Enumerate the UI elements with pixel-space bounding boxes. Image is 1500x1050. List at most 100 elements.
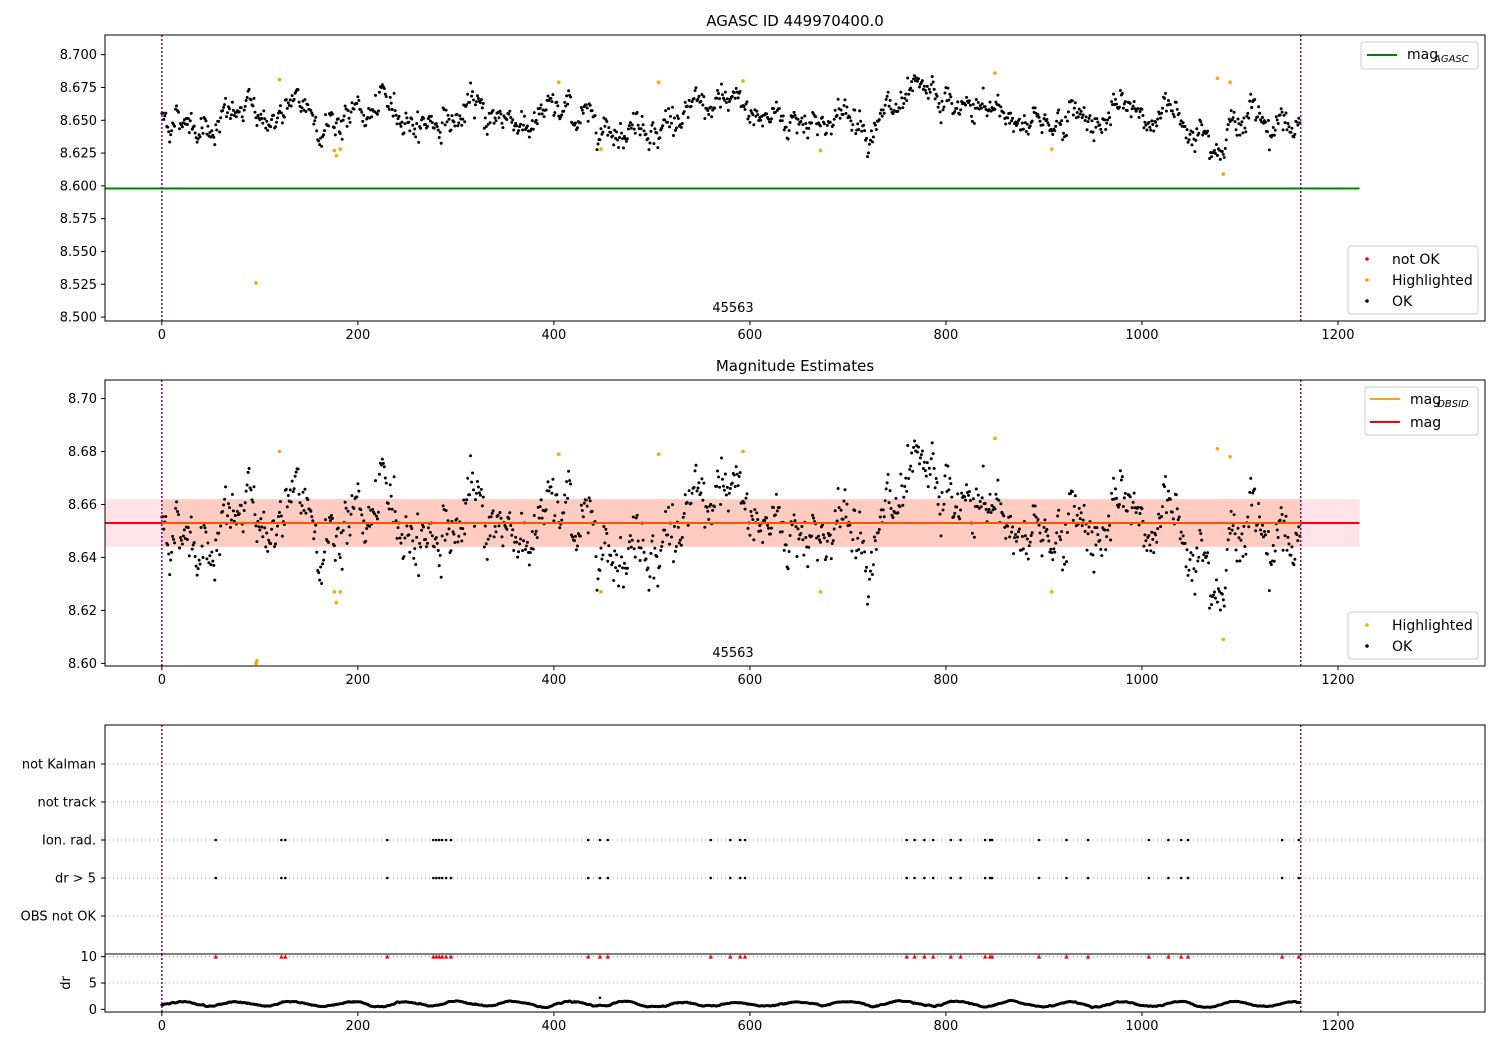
ok-point bbox=[675, 114, 679, 118]
ok-point bbox=[722, 98, 726, 102]
flag-point bbox=[1147, 876, 1151, 880]
y-tick-label: 8.500 bbox=[60, 311, 97, 326]
y-tick-label: 8.700 bbox=[60, 48, 97, 63]
ok-point bbox=[409, 524, 413, 528]
ok-point bbox=[569, 95, 573, 99]
ok-point bbox=[736, 484, 740, 488]
ok-point bbox=[983, 502, 987, 506]
ok-point bbox=[376, 109, 380, 113]
ok-point bbox=[1071, 113, 1075, 117]
ok-point bbox=[1120, 91, 1124, 95]
ok-point bbox=[207, 561, 211, 565]
ok-point bbox=[1065, 119, 1069, 123]
ok-point bbox=[872, 535, 876, 539]
ok-point bbox=[578, 121, 582, 125]
ok-point bbox=[942, 105, 946, 109]
ok-point bbox=[172, 537, 176, 541]
ok-point bbox=[925, 84, 929, 88]
x-tick-label: 200 bbox=[345, 1019, 370, 1034]
ok-point bbox=[1150, 119, 1154, 123]
ok-point bbox=[891, 112, 895, 116]
flag-point bbox=[1065, 876, 1068, 880]
ok-point bbox=[340, 567, 344, 571]
flag-point bbox=[1086, 876, 1090, 880]
ok-point bbox=[340, 137, 344, 141]
ok-point bbox=[787, 128, 791, 132]
ok-point bbox=[1244, 552, 1248, 556]
x-tick-label: 1000 bbox=[1125, 328, 1158, 343]
ok-point bbox=[1257, 105, 1261, 109]
ok-point bbox=[444, 509, 448, 513]
ok-point bbox=[200, 126, 204, 130]
ok-point bbox=[793, 519, 797, 523]
ok-point bbox=[1094, 543, 1098, 547]
ok-point bbox=[956, 100, 960, 104]
ok-point bbox=[1155, 540, 1159, 544]
ok-point bbox=[219, 116, 223, 120]
ok-point bbox=[1130, 107, 1134, 111]
ok-point bbox=[1293, 557, 1297, 561]
ok-point bbox=[270, 117, 274, 121]
ok-point bbox=[215, 128, 219, 132]
ok-point bbox=[899, 472, 903, 476]
y-tick-label: 8.550 bbox=[60, 245, 97, 260]
ok-point bbox=[291, 490, 295, 494]
ok-point bbox=[647, 588, 651, 592]
ok-point bbox=[619, 121, 623, 125]
ok-point bbox=[1091, 130, 1095, 134]
ok-point bbox=[411, 539, 415, 543]
ok-point bbox=[699, 491, 703, 495]
ok-point bbox=[683, 100, 687, 104]
ok-point bbox=[355, 101, 359, 105]
ok-point bbox=[498, 510, 502, 514]
ok-point bbox=[1037, 523, 1041, 527]
ok-point bbox=[484, 542, 488, 546]
ok-point bbox=[1241, 131, 1245, 135]
ok-point bbox=[1125, 509, 1129, 513]
ok-point bbox=[315, 129, 319, 133]
ok-point bbox=[722, 488, 726, 492]
ok-point bbox=[916, 77, 920, 81]
flag-point bbox=[1179, 838, 1183, 842]
ok-point bbox=[644, 557, 648, 561]
ok-point bbox=[697, 481, 701, 485]
ok-point bbox=[1020, 121, 1024, 125]
ok-point bbox=[360, 110, 364, 114]
ok-point bbox=[669, 114, 673, 118]
ok-point bbox=[633, 131, 637, 135]
ok-point bbox=[924, 474, 928, 478]
ok-point bbox=[193, 131, 197, 135]
ok-point bbox=[1116, 505, 1120, 509]
ok-point bbox=[1193, 150, 1197, 154]
ok-point bbox=[1078, 517, 1082, 521]
ok-point bbox=[1269, 563, 1273, 567]
y-tick-label: 8.60 bbox=[68, 657, 97, 672]
ok-point bbox=[1086, 120, 1090, 124]
ok-point bbox=[859, 119, 863, 123]
ok-point bbox=[337, 552, 341, 556]
ok-point bbox=[646, 137, 650, 141]
ok-point bbox=[766, 523, 770, 527]
ok-point bbox=[509, 116, 513, 120]
ok-point bbox=[532, 514, 536, 518]
ok-point bbox=[222, 503, 226, 507]
ok-point bbox=[432, 545, 436, 549]
ok-point bbox=[384, 95, 388, 99]
ok-point bbox=[1246, 111, 1250, 115]
legend-label: mag bbox=[1407, 47, 1438, 63]
ok-point bbox=[651, 121, 655, 125]
ok-point bbox=[242, 508, 246, 512]
ok-point bbox=[635, 110, 639, 114]
ok-point bbox=[381, 461, 385, 465]
ok-point bbox=[330, 112, 334, 116]
ok-point bbox=[1186, 573, 1190, 577]
ok-point bbox=[1082, 106, 1086, 110]
ok-point bbox=[1149, 549, 1153, 553]
ok-point bbox=[981, 464, 985, 468]
flag-point bbox=[598, 876, 602, 880]
panel-magnitude-estimates: Magnitude Estimates 0 200 400 600 800 1000 120… bbox=[68, 357, 1486, 688]
ok-point bbox=[873, 539, 877, 543]
ok-point bbox=[188, 119, 192, 123]
ok-point bbox=[255, 540, 259, 544]
ok-point bbox=[420, 528, 424, 532]
